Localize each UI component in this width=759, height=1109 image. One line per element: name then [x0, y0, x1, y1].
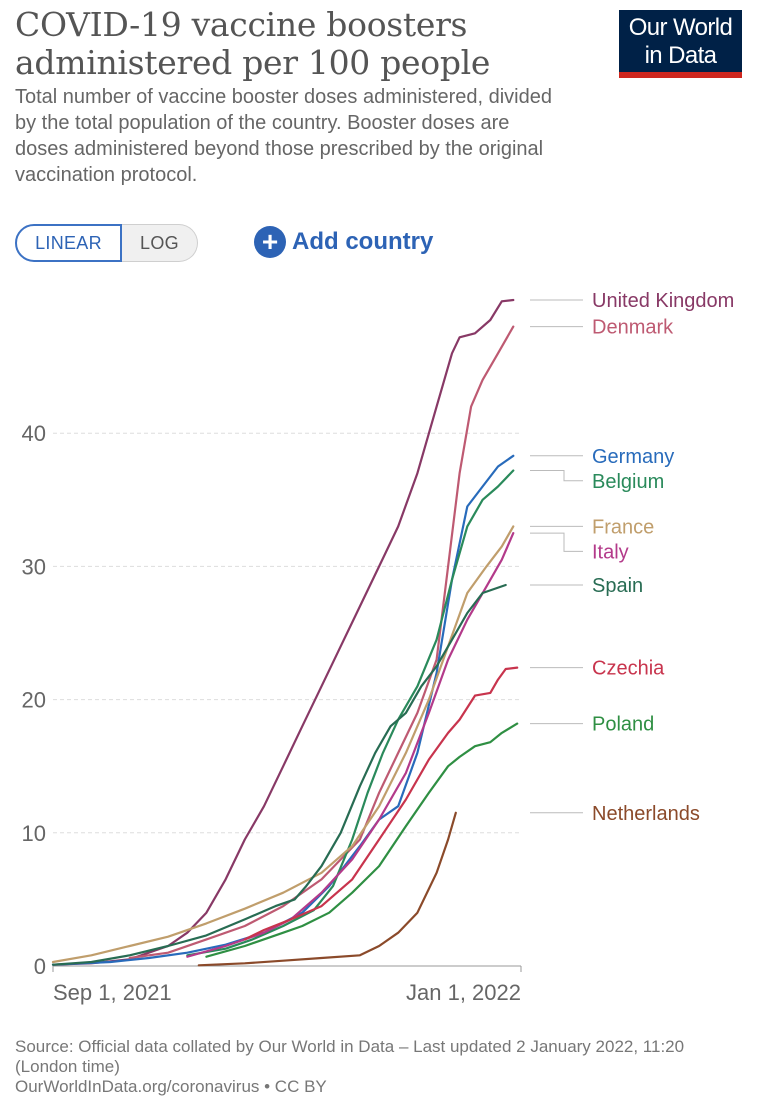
series-line-denmark — [128, 325, 515, 960]
series-line-poland — [205, 722, 519, 958]
series-label-denmark: Denmark — [592, 317, 674, 339]
linear-scale-button[interactable]: LINEAR — [15, 224, 122, 262]
logo-line-1: Our World — [628, 14, 733, 41]
series-label-poland: Poland — [592, 714, 654, 736]
series-line-czechia — [243, 666, 519, 941]
source-link[interactable]: OurWorldInData.org/coronavirus — [15, 1077, 260, 1096]
series-line-belgium — [186, 469, 515, 957]
y-tick-label-30: 30 — [22, 554, 46, 579]
plus-circle-icon: + — [254, 226, 286, 258]
series-label-belgium: Belgium — [592, 471, 664, 493]
x-tick-label-1: Jan 1, 2022 — [406, 980, 521, 1005]
line-chart: 0 10 20 30 40 Sep 1, 2021 Jan 1, 2022 United K… — [22, 290, 735, 1005]
y-tick-label-40: 40 — [22, 421, 46, 446]
label-layer: United Kingdom Denmark Germany Belgium Franc… — [530, 290, 734, 825]
logo-line-2: in Data — [644, 42, 717, 69]
y-tick-label-10: 10 — [22, 821, 46, 846]
source-text: Source: Official data collated by Our Wo… — [15, 1037, 685, 1076]
owid-logo[interactable]: Our World in Data — [619, 10, 742, 78]
axis-layer: 0 10 20 30 40 Sep 1, 2021 Jan 1, 2022 — [22, 421, 522, 1005]
series-label-france: France — [592, 516, 654, 538]
series-line-netherlands — [197, 811, 457, 967]
series-line-spain — [51, 583, 507, 966]
y-tick-label-20: 20 — [22, 688, 46, 713]
series-line-germany — [51, 454, 515, 966]
add-country-label: Add country — [292, 228, 434, 255]
series-line-france — [51, 525, 515, 964]
series-label-germany: Germany — [592, 446, 674, 468]
chart-title: COVID-19 vaccine boosters administered p… — [15, 5, 491, 82]
license-text: • CC BY — [259, 1077, 327, 1096]
series-line-united-kingdom — [51, 298, 515, 966]
chart-subtitle: Total number of vaccine booster doses ad… — [15, 86, 552, 186]
add-country-button[interactable]: + Add country — [254, 224, 433, 260]
grid-layer — [53, 432, 521, 834]
series-label-united-kingdom: United Kingdom — [592, 290, 734, 312]
log-scale-button[interactable]: LOG — [122, 224, 198, 262]
series-label-netherlands: Netherlands — [592, 803, 700, 825]
series-label-spain: Spain — [592, 575, 643, 597]
label-connector-belgium — [530, 470, 583, 482]
y-tick-label-0: 0 — [34, 954, 46, 979]
series-layer — [51, 298, 519, 967]
label-connector-italy — [530, 532, 583, 552]
x-tick-label-0: Sep 1, 2021 — [53, 980, 172, 1005]
series-label-italy: Italy — [592, 541, 629, 563]
series-label-czechia: Czechia — [592, 658, 665, 680]
logo-red-bar — [619, 72, 742, 78]
source-note: Source: Official data collated by Our Wo… — [15, 1037, 715, 1097]
scale-toggle: LINEAR LOG — [15, 224, 198, 262]
